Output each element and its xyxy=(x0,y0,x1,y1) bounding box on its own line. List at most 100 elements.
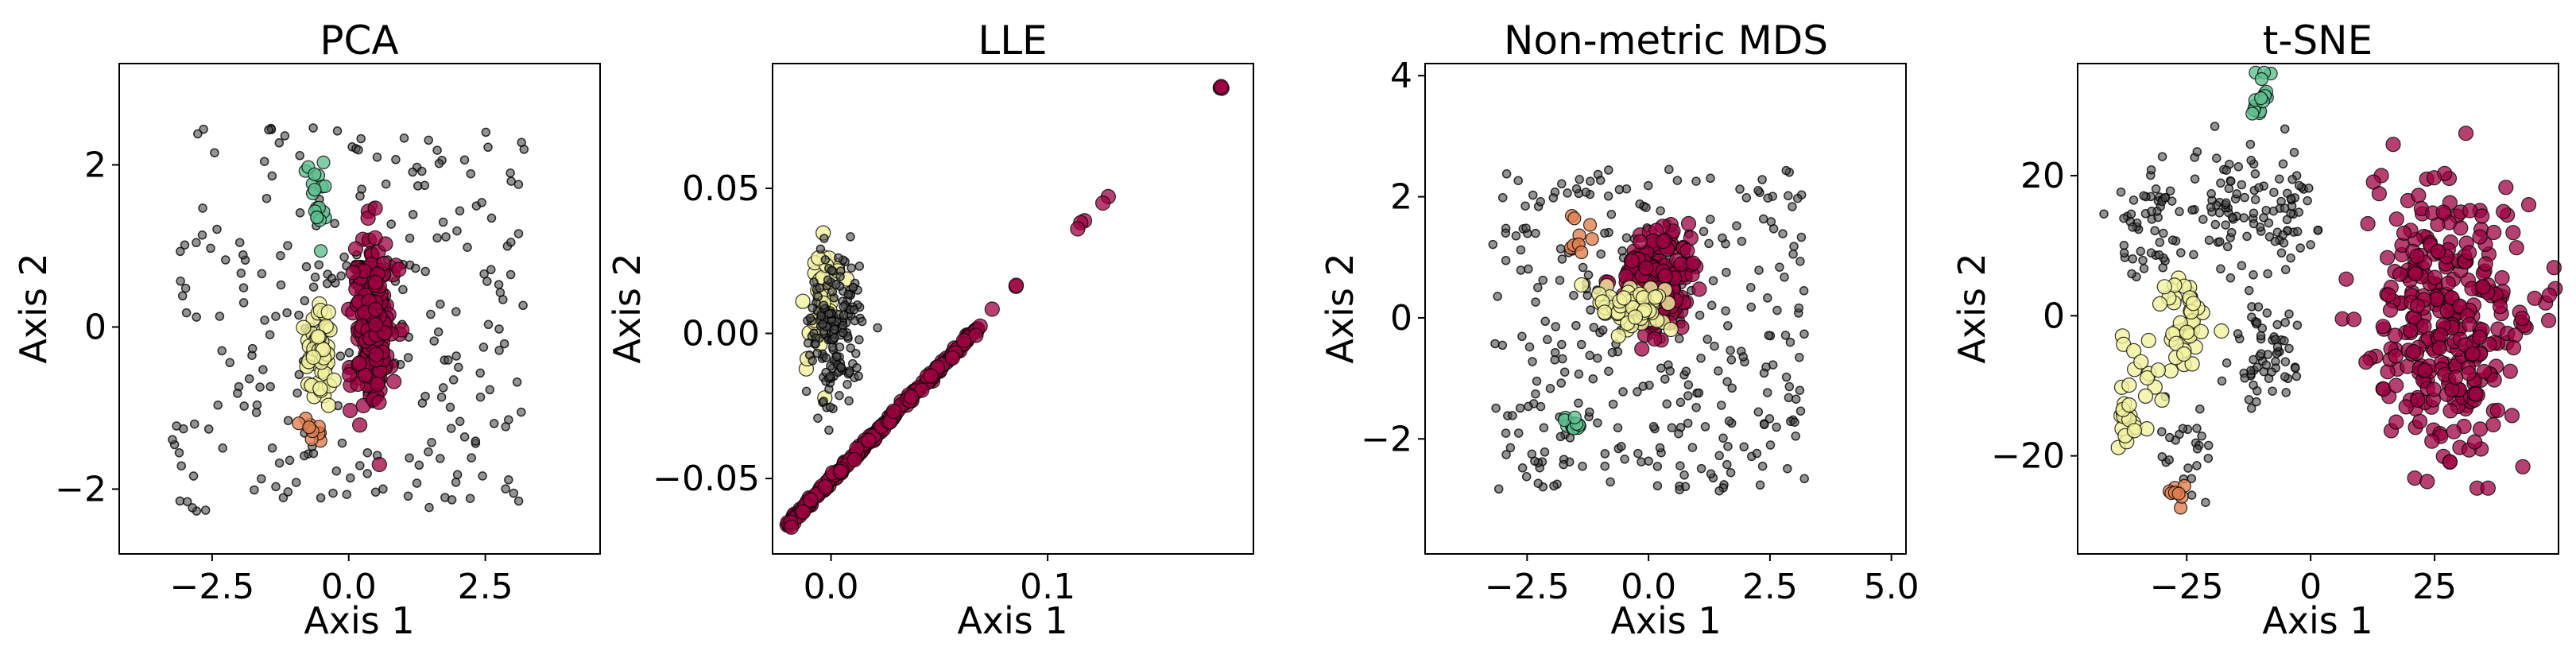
panel-pca: PCA −2.5 0.0 2.5 −2 0 2 Axis 1 Axis 2 xyxy=(12,17,601,642)
point-orange xyxy=(2171,486,2186,501)
point-background xyxy=(873,323,882,333)
point-bg-top-right xyxy=(2280,124,2290,134)
point-crimson xyxy=(2385,137,2401,153)
point-crimson xyxy=(2502,363,2518,379)
point-pale-yellow xyxy=(296,319,312,335)
point-bg-top-right xyxy=(2286,253,2295,263)
point-bg-center xyxy=(2247,312,2256,322)
point-background xyxy=(819,300,829,310)
point-crimson xyxy=(1633,234,1648,250)
point-background xyxy=(257,269,267,279)
point-background xyxy=(1722,377,1732,386)
point-background xyxy=(805,313,815,323)
point-bg-top-left xyxy=(2187,205,2197,215)
point-background xyxy=(1513,176,1523,185)
point-background xyxy=(1746,282,1756,292)
point-crimson xyxy=(2430,243,2446,259)
point-background xyxy=(475,392,486,402)
point-bg-bottom xyxy=(2178,424,2188,433)
point-background xyxy=(372,153,382,162)
point-background xyxy=(1604,165,1613,175)
point-bg-top-mid xyxy=(2226,176,2236,186)
point-background xyxy=(1766,217,1776,226)
point-background xyxy=(444,355,453,365)
point-background xyxy=(452,226,462,236)
point-background xyxy=(846,232,855,242)
point-background xyxy=(1732,221,1741,230)
point-bg-top-right xyxy=(2249,270,2258,280)
point-bg-top-left xyxy=(2128,254,2137,264)
point-background xyxy=(1706,469,1716,478)
point-background xyxy=(494,346,504,355)
point-bg-top-left xyxy=(2129,196,2139,205)
point-background xyxy=(1558,354,1567,364)
point-background xyxy=(362,469,372,478)
y-tick-label: −0.05 xyxy=(653,459,760,499)
point-background xyxy=(1593,353,1602,363)
point-background xyxy=(1714,451,1724,461)
point-bg-top-mid xyxy=(2239,213,2249,223)
point-bg-top-mid xyxy=(2240,192,2249,203)
point-background xyxy=(1497,192,1508,203)
point-background xyxy=(1759,368,1769,378)
point-background xyxy=(238,250,248,260)
point-background xyxy=(448,375,459,385)
point-pale-yellow-b xyxy=(2121,397,2137,413)
point-background xyxy=(1741,193,1752,203)
point-crimson xyxy=(2462,203,2478,219)
point-background xyxy=(426,309,436,319)
point-background xyxy=(1795,257,1805,266)
point-background xyxy=(1606,477,1615,487)
point-bg-center xyxy=(2240,374,2249,383)
point-background xyxy=(479,269,489,279)
point-background xyxy=(485,385,495,395)
point-background xyxy=(517,137,526,148)
point-background xyxy=(812,348,822,358)
point-background xyxy=(399,134,409,143)
point-background xyxy=(1789,242,1799,251)
point-bg-center xyxy=(2252,317,2262,327)
point-background xyxy=(849,304,859,315)
point-background xyxy=(1517,331,1527,342)
point-background xyxy=(434,158,444,168)
point-orange xyxy=(302,420,316,435)
point-crimson xyxy=(2492,299,2508,315)
point-background xyxy=(1772,422,1781,432)
point-background xyxy=(197,230,207,240)
point-background xyxy=(174,447,184,458)
point-background xyxy=(206,243,215,254)
point-crimson xyxy=(2360,215,2376,232)
point-background xyxy=(283,416,293,425)
point-bg-top-left xyxy=(2157,152,2167,161)
point-background xyxy=(1656,363,1666,373)
point-background xyxy=(844,396,854,406)
point-crimson xyxy=(2409,248,2425,264)
point-background xyxy=(1791,394,1801,404)
point-background xyxy=(821,353,831,362)
point-crimson xyxy=(2431,340,2447,356)
point-crimson xyxy=(2505,340,2522,356)
point-bg-center xyxy=(2281,388,2291,397)
point-background xyxy=(466,168,476,179)
point-bg-top-left xyxy=(2151,184,2161,194)
point-bg-top-mid xyxy=(2192,147,2202,157)
y-tick-label: 2 xyxy=(84,145,107,185)
point-pale-yellow-a xyxy=(2154,392,2170,408)
point-crimson xyxy=(2527,290,2543,306)
point-background xyxy=(1545,384,1555,393)
point-crimson xyxy=(2410,392,2426,408)
point-background xyxy=(1497,340,1508,350)
panel-title: LLE xyxy=(978,17,1047,64)
point-bg-top-right xyxy=(2286,194,2296,203)
point-background xyxy=(506,168,515,178)
point-crimson xyxy=(2388,414,2404,430)
point-background xyxy=(1775,262,1784,272)
point-background xyxy=(1699,226,1709,237)
point-background xyxy=(328,488,338,498)
point-background xyxy=(172,421,181,431)
point-background xyxy=(265,381,275,392)
point-background xyxy=(168,435,177,444)
point-crimson xyxy=(357,367,373,383)
y-axis-label: Axis 2 xyxy=(1319,253,1362,363)
point-crimson xyxy=(2446,424,2462,439)
